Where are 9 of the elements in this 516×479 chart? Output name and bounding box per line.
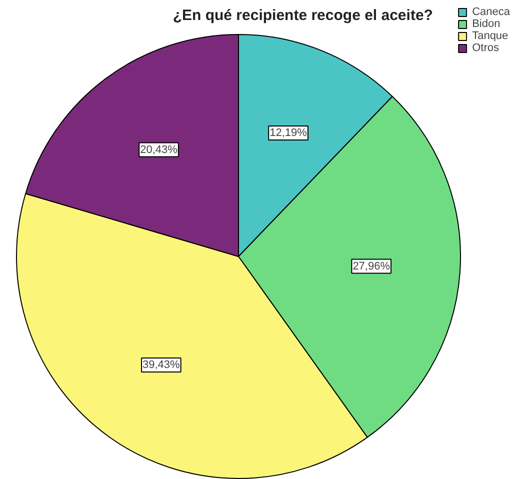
data-label: 12,19% [270, 126, 308, 139]
legend-label: Bidon [472, 18, 500, 30]
legend-label: Tanque [472, 30, 508, 42]
legend-label: Otros [472, 42, 499, 54]
data-label: 20,43% [140, 144, 178, 156]
data-label: 39,43% [142, 358, 180, 371]
data-label: 27,96% [352, 260, 390, 272]
legend-label: Caneca [472, 6, 510, 18]
chart-title: ¿En qué recipiente recoge el aceite? [172, 7, 433, 24]
